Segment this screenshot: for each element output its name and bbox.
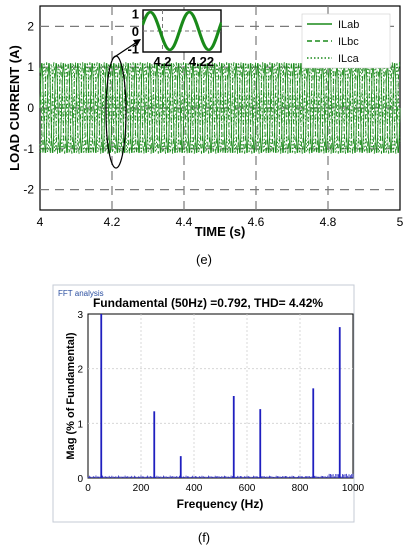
x-tick-label: 600 <box>239 483 256 494</box>
inset-plot: 1 0 -1 4.2 4.22 <box>127 7 223 69</box>
legend-label-ilbc: ILbc <box>338 36 359 48</box>
plot-f-background <box>87 313 354 479</box>
inset-series-line <box>141 11 223 51</box>
x-tick-label: 800 <box>292 483 309 494</box>
x-tick-label: 0 <box>85 483 91 494</box>
harmonic-bar <box>179 456 182 478</box>
harmonic-bar <box>259 409 262 478</box>
inset-y-tick-label: 1 <box>132 7 139 22</box>
harmonic-bar <box>232 396 235 478</box>
fft-window-title: FFT analysis <box>58 289 104 298</box>
legend-label-ilab: ILab <box>338 19 359 31</box>
x-tick-label: 4.2 <box>104 215 121 229</box>
y-tick-label: 2 <box>77 365 83 376</box>
x-tick-label: 4.8 <box>320 215 337 229</box>
harmonic-bar <box>312 388 315 478</box>
x-axis-label-f: Frequency (Hz) <box>177 497 264 511</box>
chart-e: 4 4.2 4.4 4.6 4.8 5 2 1 0 -1 -2 1 0 -1 4.2 4.22 ILab I… <box>7 5 404 267</box>
harmonic-bar <box>153 411 156 478</box>
x-tick-label: 4.6 <box>248 215 265 229</box>
harmonic-bar <box>100 314 103 478</box>
y-tick-label: 1 <box>27 60 34 74</box>
x-tick-label: 1000 <box>342 483 365 494</box>
plot-f-noise <box>87 473 354 478</box>
y-tick-label: 1 <box>77 419 83 430</box>
y-tick-label: 0 <box>77 474 83 485</box>
y-tick-label: 3 <box>77 310 83 321</box>
x-tick-label: 5 <box>397 215 404 229</box>
plot-e-waves <box>39 62 401 154</box>
legend-label-ilca: ILca <box>338 53 360 65</box>
harmonic-bar <box>338 327 341 478</box>
y-axis-label-f: Mag (% of Fundamental) <box>65 332 77 459</box>
caption-e: (e) <box>196 252 212 267</box>
caption-f: (f) <box>198 530 210 545</box>
chart-f: FFT analysis Fundamental (50Hz) =0.792, … <box>52 284 365 545</box>
series-line-ilab <box>39 63 401 153</box>
inset-x-tick-label: 4.22 <box>189 54 214 69</box>
y-axis-label-e: LOAD CURRENT (A) <box>7 45 22 171</box>
zoom-arrow-head <box>133 39 141 46</box>
y-tick-label: 0 <box>27 101 34 115</box>
fft-title: Fundamental (50Hz) =0.792, THD= 4.42% <box>93 296 323 310</box>
plot-f-grid <box>88 314 353 478</box>
inset-y-tick-label: -1 <box>127 42 139 57</box>
y-tick-label: -1 <box>23 142 34 156</box>
plot-f-ticks: 0 200 400 600 800 1000 3 2 1 0 <box>77 310 364 494</box>
x-tick-label: 400 <box>186 483 203 494</box>
noise-floor <box>87 473 354 478</box>
plot-f-bars <box>100 314 341 478</box>
series-line-ilbc <box>39 62 401 154</box>
y-tick-label: -2 <box>23 183 34 197</box>
inset-y-tick-label: 0 <box>132 24 139 39</box>
plot-e-ticks: 4 4.2 4.4 4.6 4.8 5 2 1 0 -1 -2 <box>23 19 403 229</box>
x-axis-label-e: TIME (s) <box>195 224 246 239</box>
x-tick-label: 200 <box>133 483 150 494</box>
series-line-ilca <box>39 62 401 154</box>
x-tick-label: 4 <box>37 215 44 229</box>
x-tick-label: 4.4 <box>176 215 193 229</box>
y-tick-label: 2 <box>27 19 34 33</box>
legend-e: ILab ILbc ILca <box>301 13 391 69</box>
inset-x-tick-label: 4.2 <box>153 54 171 69</box>
